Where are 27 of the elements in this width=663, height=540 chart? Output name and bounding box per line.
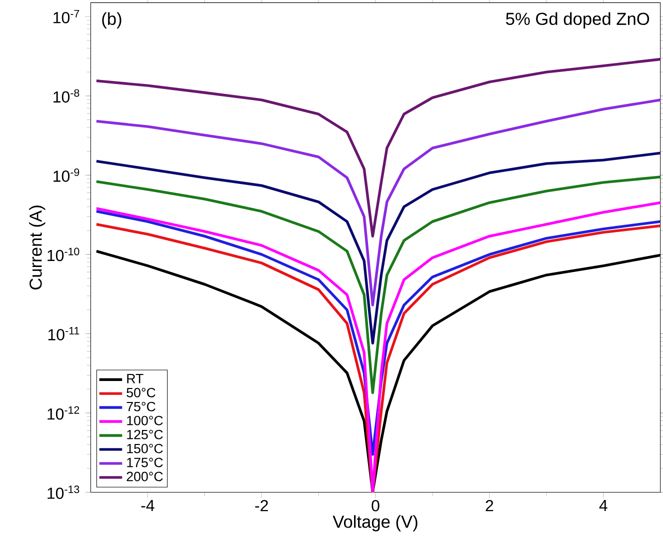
legend-label: 150°C — [127, 444, 163, 454]
legend-label: 200°C — [126, 472, 163, 482]
y-tick-label: 10$^{-12}$ — [48, 406, 80, 420]
x-tick-label: 0 — [372, 500, 380, 512]
annotation: (b) — [102, 12, 122, 28]
y-tick-label: 10$^{-8}$ — [54, 89, 80, 102]
legend-label: 175°C — [127, 458, 163, 468]
y-tick-label: 10$^{-9}$ — [54, 168, 80, 182]
x-tick-label: 2 — [486, 500, 494, 512]
legend-label: 50°C — [126, 388, 156, 398]
annotation: 5% Gd doped ZnO — [506, 12, 650, 28]
line-series — [95, 98, 660, 306]
x-axis-title: Voltage (V) — [332, 515, 418, 532]
y-axis-title: Current (A) — [29, 206, 46, 290]
y-tick-label: 10$^{-10}$ — [48, 248, 80, 262]
line-series — [95, 152, 660, 344]
legend-label: RT — [127, 374, 144, 384]
y-tick-label: 10$^{-7}$ — [54, 10, 80, 24]
legend-label: 100°C — [127, 416, 163, 426]
y-tick-label: 10$^{-11}$ — [48, 326, 80, 340]
y-tick-label: 10$^{-13}$ — [48, 485, 80, 499]
x-tick-label: -2 — [255, 500, 268, 512]
legend-label: 125°C — [127, 430, 163, 440]
legend-label: 75°C — [126, 402, 156, 412]
x-tick-label: 4 — [599, 500, 608, 511]
line-series — [95, 58, 660, 238]
x-tick-label: -4 — [141, 500, 154, 511]
